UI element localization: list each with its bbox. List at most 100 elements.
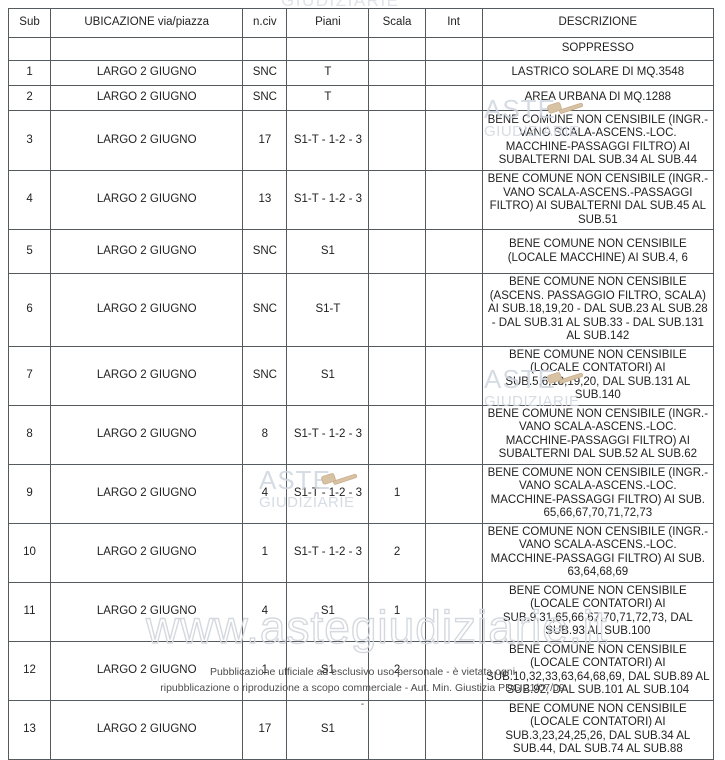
cell-scala (368, 404, 426, 465)
cell-piani: S1 (286, 699, 370, 760)
cell-ubicazione (50, 37, 244, 61)
cell-nciv: 1 (242, 522, 288, 583)
cell-sub: 12 (7, 640, 52, 701)
cell-descrizione: BENE COMUNE NON CENSIBILE (LOCALE CONTAT… (481, 345, 715, 406)
table-row: 11 LARGO 2 GIUGNO 4 S1 1 BENE COMUNE NON… (7, 581, 715, 642)
table-row: 4 LARGO 2 GIUGNO 13 S1-T - 1-2 - 3 BENE … (7, 170, 715, 230)
cadastral-table: Sub UBICAZIONE via/piazza n.civ Piani Sc… (7, 8, 715, 760)
cell-sub: 8 (7, 404, 52, 465)
cell-int (424, 37, 483, 61)
cell-ubicazione: LARGO 2 GIUGNO (50, 345, 244, 406)
cell-ubicazione: LARGO 2 GIUGNO (50, 60, 244, 86)
cell-scala (368, 60, 426, 86)
cell-descrizione: LASTRICO SOLARE DI MQ.3548 (481, 60, 715, 86)
cell-piani: T (286, 60, 370, 86)
cell-piani: S1 (286, 229, 370, 274)
cell-int (424, 60, 483, 86)
cell-scala: 1 (368, 581, 426, 642)
table-row-soppresso: SOPPRESSO (7, 37, 715, 61)
table-row: 12 LARGO 2 GIUGNO 1 S1 2 BENE COMUNE NON… (7, 640, 715, 701)
cell-piani: S1-T - 1-2 - 3 (286, 110, 370, 171)
cell-descrizione: BENE COMUNE NON CENSIBILE (LOCALE CONTAT… (481, 640, 715, 701)
cell-ubicazione: LARGO 2 GIUGNO (50, 273, 244, 347)
cell-sub: 11 (7, 581, 52, 642)
cell-int (424, 345, 483, 406)
cell-int (424, 522, 483, 583)
cell-scala (368, 110, 426, 171)
cell-int (424, 581, 483, 642)
cell-ubicazione: LARGO 2 GIUGNO (50, 229, 244, 274)
cell-int (424, 85, 483, 111)
cell-scala (368, 345, 426, 406)
cell-ubicazione: LARGO 2 GIUGNO (50, 699, 244, 760)
table-row: 8 LARGO 2 GIUGNO 8 S1-T - 1-2 - 3 BENE C… (7, 404, 715, 465)
cell-int (424, 170, 483, 230)
cell-sub: 7 (7, 345, 52, 406)
column-header-piani: Piani (286, 8, 370, 38)
cell-piani (286, 37, 370, 61)
cell-ubicazione: LARGO 2 GIUGNO (50, 581, 244, 642)
column-header-ubicazione: UBICAZIONE via/piazza (50, 8, 244, 38)
cell-descrizione: BENE COMUNE NON CENSIBILE (ASCENS. PASSA… (481, 273, 715, 347)
cell-piani: S1-T - 1-2 - 3 (286, 170, 370, 230)
cell-nciv: SNC (242, 273, 288, 347)
cell-ubicazione: LARGO 2 GIUGNO (50, 170, 244, 230)
cell-sub: 1 (7, 60, 52, 86)
table-header-row: Sub UBICAZIONE via/piazza n.civ Piani Sc… (7, 8, 715, 38)
table-row: 6 LARGO 2 GIUGNO SNC S1-T BENE COMUNE NO… (7, 273, 715, 347)
cell-descrizione: BENE COMUNE NON CENSIBILE (LOCALE MACCHI… (481, 229, 715, 274)
cell-nciv: SNC (242, 85, 288, 111)
cell-sub: 9 (7, 463, 52, 524)
cell-nciv: 1 (242, 640, 288, 701)
column-header-scala: Scala (368, 8, 426, 38)
cell-scala (368, 229, 426, 274)
cell-sub: 6 (7, 273, 52, 347)
cell-descrizione: BENE COMUNE NON CENSIBILE (LOCALE CONTAT… (481, 699, 715, 760)
cell-scala (368, 85, 426, 111)
cell-sub: 10 (7, 522, 52, 583)
table-row: 9 LARGO 2 GIUGNO 4 S1-T - 1-2 - 3 1 BENE… (7, 463, 715, 524)
cell-descrizione: BENE COMUNE NON CENSIBILE (INGR.-VANO SC… (481, 170, 715, 230)
cell-int (424, 273, 483, 347)
cell-nciv: 13 (242, 170, 288, 230)
table-row: 2 LARGO 2 GIUGNO SNC T AREA URBANA DI MQ… (7, 85, 715, 111)
cell-piani: S1 (286, 345, 370, 406)
table-row: 1 LARGO 2 GIUGNO SNC T LASTRICO SOLARE D… (7, 60, 715, 86)
cell-descrizione: BENE COMUNE NON CENSIBILE (INGR.-VANO SC… (481, 463, 715, 524)
cell-nciv: 8 (242, 404, 288, 465)
cell-ubicazione: LARGO 2 GIUGNO (50, 640, 244, 701)
cell-descrizione: BENE COMUNE NON CENSIBILE (INGR.-VANO SC… (481, 110, 715, 171)
cell-int (424, 640, 483, 701)
column-header-descrizione: DESCRIZIONE (481, 8, 715, 38)
cell-sub: 2 (7, 85, 52, 111)
table-row: 10 LARGO 2 GIUGNO 1 S1-T - 1-2 - 3 2 BEN… (7, 522, 715, 583)
cell-int (424, 699, 483, 760)
cell-piani: S1 (286, 640, 370, 701)
cadastral-table-container: Sub UBICAZIONE via/piazza n.civ Piani Sc… (7, 8, 715, 760)
cell-ubicazione: LARGO 2 GIUGNO (50, 404, 244, 465)
column-header-int: Int (424, 8, 483, 38)
table-row: 7 LARGO 2 GIUGNO SNC S1 BENE COMUNE NON … (7, 345, 715, 406)
table-body: SOPPRESSO 1 LARGO 2 GIUGNO SNC T LASTRIC… (7, 37, 715, 760)
cell-sub: 4 (7, 170, 52, 230)
table-row: 5 LARGO 2 GIUGNO SNC S1 BENE COMUNE NON … (7, 229, 715, 274)
cell-sub: 13 (7, 699, 52, 760)
cell-piani: S1-T - 1-2 - 3 (286, 463, 370, 524)
cell-descrizione: BENE COMUNE NON CENSIBILE (INGR.-VANO SC… (481, 404, 715, 465)
cell-scala (368, 699, 426, 760)
cell-nciv: 4 (242, 463, 288, 524)
cell-scala: 2 (368, 640, 426, 701)
table-row: 3 LARGO 2 GIUGNO 17 S1-T - 1-2 - 3 BENE … (7, 110, 715, 171)
cell-int (424, 229, 483, 274)
cell-int (424, 463, 483, 524)
column-header-sub: Sub (7, 8, 52, 38)
cell-ubicazione: LARGO 2 GIUGNO (50, 85, 244, 111)
cell-nciv (242, 37, 288, 61)
cell-piani: T (286, 85, 370, 111)
cell-nciv: 4 (242, 581, 288, 642)
cell-scala: 2 (368, 522, 426, 583)
cell-ubicazione: LARGO 2 GIUGNO (50, 463, 244, 524)
cell-int (424, 110, 483, 171)
cell-ubicazione: LARGO 2 GIUGNO (50, 522, 244, 583)
cell-sub: 5 (7, 229, 52, 274)
